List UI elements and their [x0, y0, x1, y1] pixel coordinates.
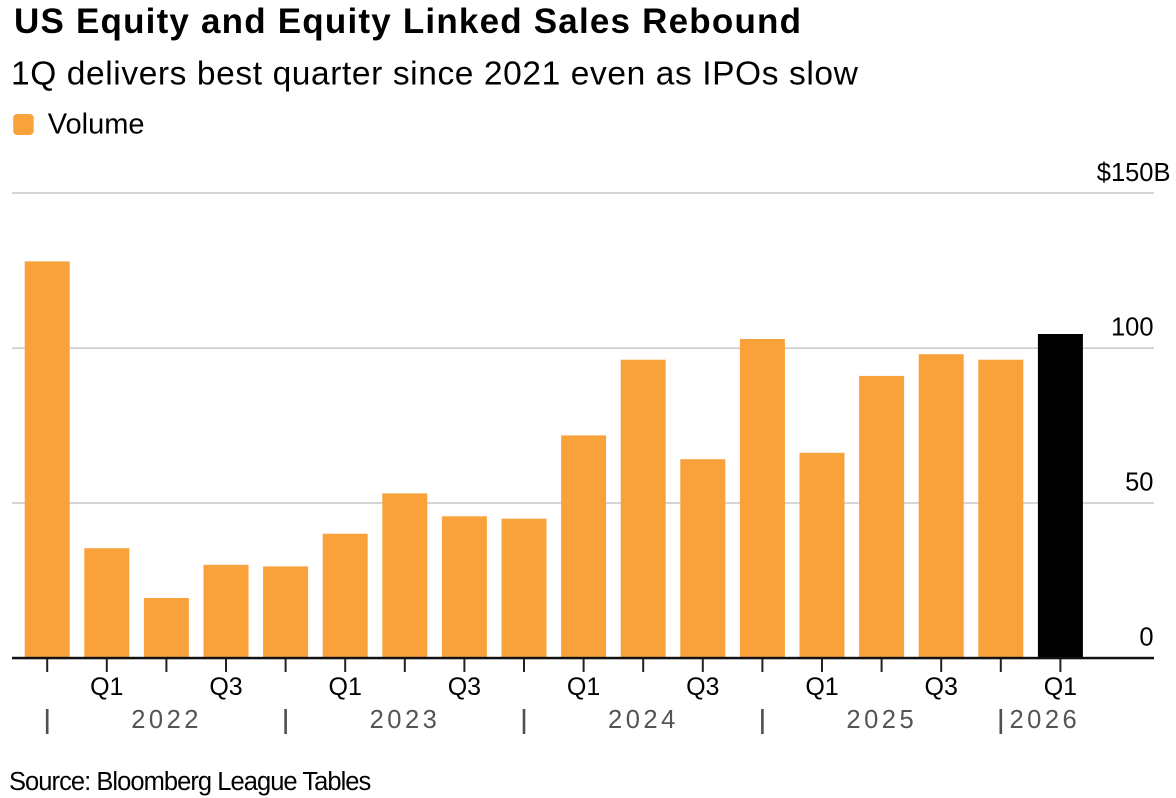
- svg-text:2025: 2025: [846, 706, 917, 734]
- svg-text:Q3: Q3: [686, 673, 719, 701]
- svg-text:2023: 2023: [370, 706, 441, 734]
- svg-text:0: 0: [1139, 624, 1153, 652]
- svg-text:US Equity and Equity Linked Sa: US Equity and Equity Linked Sales Reboun…: [14, 2, 802, 41]
- svg-text:Source: Bloomberg League Table: Source: Bloomberg League Tables: [9, 768, 371, 796]
- svg-text:2024: 2024: [608, 706, 679, 734]
- svg-text:Q1: Q1: [567, 673, 600, 701]
- svg-text:Volume: Volume: [48, 109, 145, 141]
- svg-text:Q3: Q3: [209, 673, 242, 701]
- svg-text:1Q delivers best quarter since: 1Q delivers best quarter since 2021 even…: [11, 56, 859, 93]
- svg-text:Q1: Q1: [329, 673, 362, 701]
- svg-text:Q1: Q1: [90, 673, 123, 701]
- svg-text:Q1: Q1: [1044, 673, 1077, 701]
- svg-text:2022: 2022: [131, 706, 202, 734]
- svg-text:100: 100: [1111, 314, 1154, 342]
- svg-text:50: 50: [1125, 469, 1153, 497]
- svg-text:$150: $150: [1097, 159, 1154, 187]
- svg-text:Q3: Q3: [448, 673, 481, 701]
- svg-text:Q1: Q1: [805, 673, 838, 701]
- svg-text:Q3: Q3: [925, 673, 958, 701]
- svg-text:2026: 2026: [1010, 706, 1081, 734]
- svg-text:B: B: [1154, 159, 1171, 187]
